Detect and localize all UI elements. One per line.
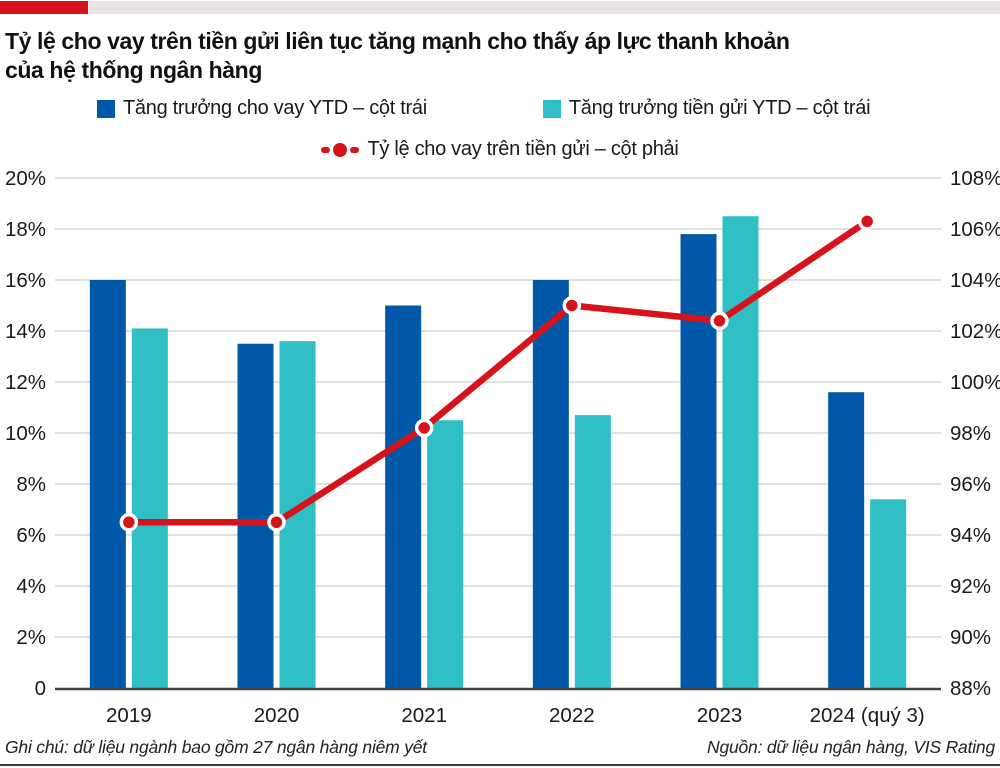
x-axis-label-2022: 2022: [549, 704, 595, 727]
legend-item-deposits: Tăng trưởng tiền gửi YTD – cột trái: [542, 97, 871, 120]
x-axis-label-2020: 2020: [254, 704, 300, 727]
right-axis-tick-label: 94%: [950, 524, 991, 547]
right-axis-tick-label: 102%: [950, 320, 1000, 343]
ldr-point-2021: [414, 418, 434, 438]
x-axis-label-2023: 2023: [697, 704, 743, 727]
ldr-point-2023: [710, 311, 729, 331]
footer-note: Ghi chú: dữ liệu ngành bao gồm 27 ngân h…: [5, 737, 427, 757]
x-axis-label-2019: 2019: [106, 704, 152, 727]
bar-deposits-2022: [574, 415, 611, 688]
bar-loans-2019: [89, 280, 126, 688]
left-axis-tick-label: 16%: [5, 269, 46, 292]
bar-deposits-2024 (quý 3): [870, 499, 907, 688]
ldr-point-2019: [119, 513, 139, 532]
x-axis-label-2024 (quý 3): 2024 (quý 3): [810, 704, 925, 727]
legend-label-ldr: Tỷ lệ cho vay trên tiền gửi – cột phải: [367, 138, 679, 160]
legend-label-loans: Tăng trưởng cho vay YTD – cột trái: [123, 97, 427, 119]
bar-loans-2020: [237, 343, 274, 688]
footer: Ghi chú: dữ liệu ngành bao gồm 27 ngân h…: [5, 737, 995, 758]
left-axis-tick-label: 2%: [16, 626, 46, 649]
page-title-line1: Tỷ lệ cho vay trên tiền gửi liên tục tăn…: [5, 28, 790, 54]
top-accent-bar: [0, 1, 1000, 14]
line-marker-icon: [321, 142, 360, 157]
right-axis-tick-label: 106%: [950, 218, 1000, 241]
bar-deposits-2021: [427, 420, 464, 688]
loans-swatch-icon: [97, 99, 115, 118]
bar-loans-2023: [680, 234, 717, 688]
right-axis-tick-label: 104%: [950, 269, 1000, 292]
legend-row-1: Tăng trưởng cho vay YTD – cột trái Tăng …: [0, 97, 1000, 120]
left-axis-tick-label: 18%: [5, 218, 46, 241]
legend-row-2: Tỷ lệ cho vay trên tiền gửi – cột phải: [0, 138, 1000, 161]
left-axis-tick-label: 14%: [5, 320, 46, 343]
left-axis-tick-label: 6%: [16, 524, 46, 547]
right-axis-tick-label: 88%: [950, 677, 991, 700]
bar-loans-2022: [532, 280, 569, 688]
left-axis-tick-label: 8%: [16, 473, 46, 496]
legend-item-ldr: Tỷ lệ cho vay trên tiền gửi – cột phải: [321, 138, 679, 161]
right-axis-tick-label: 96%: [950, 473, 991, 496]
left-axis-tick-label: 4%: [16, 575, 46, 598]
right-axis-tick-label: 90%: [950, 626, 991, 649]
bar-loans-2024 (quý 3): [828, 392, 865, 688]
ldr-point-2024 (quý 3): [857, 212, 877, 231]
page-title-line2: của hệ thống ngân hàng: [5, 57, 262, 83]
legend-item-loans: Tăng trưởng cho vay YTD – cột trái: [97, 97, 427, 120]
combo-chart: 20% 108% 18% 106% 16% 104% 14% 102% 12% 100% 10% 98…: [5, 167, 1000, 727]
bar-deposits-2019: [131, 328, 168, 688]
ldr-point-2020: [267, 513, 286, 532]
legend-label-deposits: Tăng trưởng tiền gửi YTD – cột trái: [568, 97, 871, 119]
accent-red-block: [0, 1, 88, 14]
right-axis-tick-label: 100%: [950, 371, 1000, 394]
page-title: Tỷ lệ cho vay trên tiền gửi liên tục tăn…: [5, 27, 965, 85]
ldr-point-2022: [562, 296, 582, 315]
ldr-line: [125, 218, 871, 526]
left-axis-tick-label: 10%: [5, 422, 46, 445]
deposits-swatch-icon: [542, 99, 561, 118]
right-axis-tick-label: 98%: [950, 422, 991, 445]
footer-source: Nguồn: dữ liệu ngân hàng, VIS Rating: [707, 737, 995, 757]
left-axis-tick-label: 20%: [5, 167, 46, 190]
bar-deposits-2023: [722, 216, 759, 688]
bottom-rule: [0, 764, 1000, 766]
left-axis-tick-label: 0: [35, 677, 46, 700]
right-axis-tick-label: 92%: [950, 575, 991, 598]
bar-loans-2021: [385, 305, 422, 688]
x-axis-label-2021: 2021: [401, 704, 447, 727]
left-axis-tick-label: 12%: [5, 371, 46, 394]
right-axis-tick-label: 108%: [950, 167, 1000, 190]
accent-gray-block: [88, 1, 1000, 14]
